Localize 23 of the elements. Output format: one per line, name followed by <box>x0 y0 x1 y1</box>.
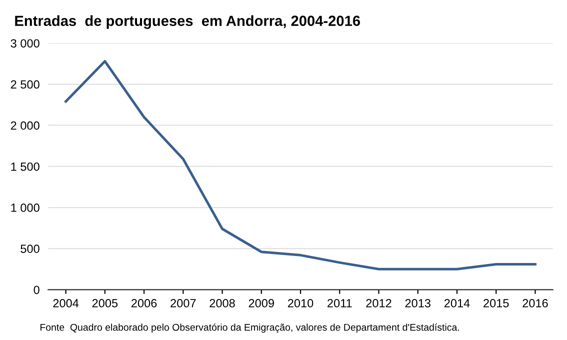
y-tick-label: 1 000 <box>11 204 40 212</box>
x-tick-label: 2007 <box>170 299 196 308</box>
y-tick-label: 2 000 <box>10 121 40 130</box>
y-tick-label: 0 <box>34 286 40 294</box>
x-tick-label: 2004 <box>53 299 79 308</box>
y-tick-label: 1 500 <box>11 162 40 171</box>
x-tick-label: 2012 <box>366 299 392 308</box>
chart-title: Entradas de portugueses em Andorra, 2004-2016 <box>15 15 360 29</box>
x-tick-label: 2011 <box>328 299 352 308</box>
x-tick-label: 2013 <box>405 299 430 308</box>
x-tick-label: 2009 <box>248 299 274 308</box>
x-tick-label: 2005 <box>92 299 118 308</box>
y-tick-label: 500 <box>20 244 40 253</box>
x-tick-label: 2006 <box>132 299 157 308</box>
x-tick-label: 2014 <box>444 299 470 308</box>
x-tick-label: 2016 <box>522 299 548 308</box>
x-tick-label: 2015 <box>484 299 509 308</box>
x-tick-label: 2010 <box>288 299 314 308</box>
line-series <box>64 60 536 270</box>
source-note: Fonte Quadro elaborado pelo Observatório da Emigração, valores de Departament d'Estadística. <box>40 323 459 333</box>
x-tick-label: 2008 <box>210 299 235 308</box>
y-tick-label: 2 500 <box>10 80 40 89</box>
y-tick-label: 3 000 <box>10 39 40 48</box>
